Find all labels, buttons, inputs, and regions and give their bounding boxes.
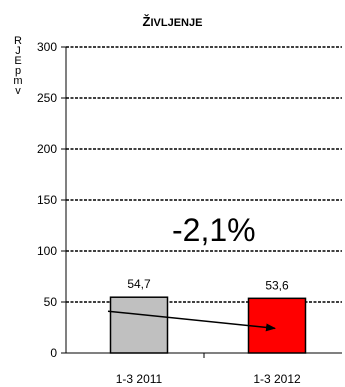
x-tick-label: 1-3 2011 [116,372,163,386]
chart-title: ŽIVLJENJE [142,14,203,29]
y-tick-label: 100 [37,244,57,258]
bar [109,296,169,354]
y-tick-label: 150 [37,193,57,207]
y-tick-label: 0 [50,346,57,360]
y-tick-label: 200 [37,142,57,156]
y-tick-label: 300 [37,40,57,54]
x-tick-label: 1-3 2012 [253,372,301,386]
bar [247,297,307,354]
trend-arrow [107,310,276,332]
change-annotation: -2,1% [172,212,256,248]
data-label: 53,6 [265,278,289,292]
data-label: 54,7 [127,277,151,291]
y-tick-label: 50 [44,295,58,309]
y-tick-label: 250 [37,91,57,105]
